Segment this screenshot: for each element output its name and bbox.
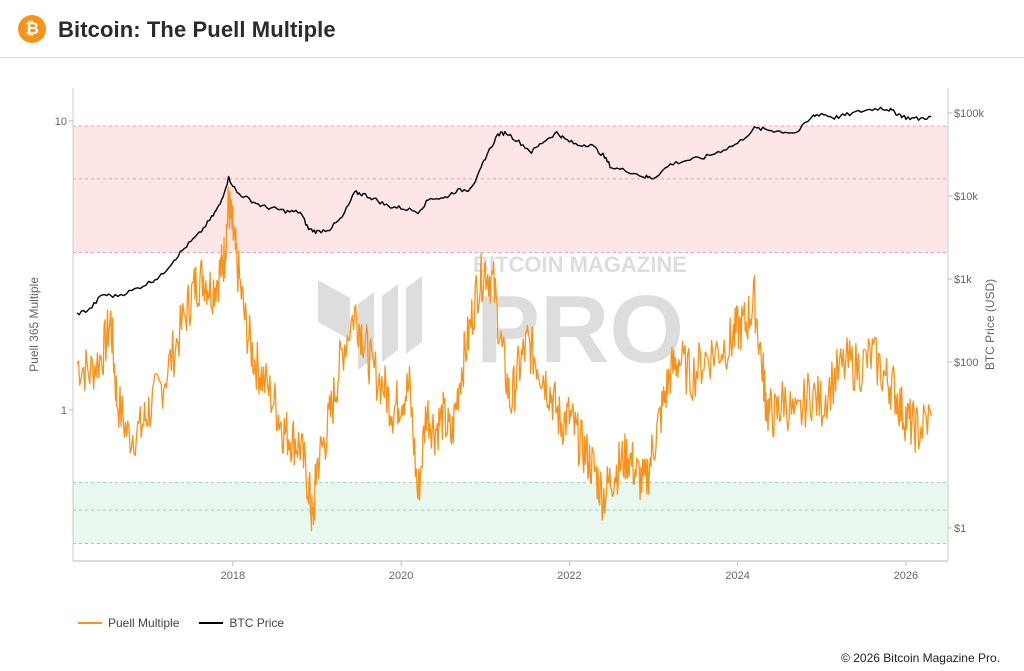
x-tick-label-2026: 2026	[894, 570, 918, 582]
left-axis-label: Puell 365 Multiple	[27, 277, 41, 372]
copyright: © 2026 Bitcoin Magazine Pro.	[841, 651, 1000, 665]
puell-multiple-line[interactable]	[76, 186, 932, 532]
right-tick-label-$100k: $100k	[954, 108, 984, 120]
watermark-line2: PRO	[476, 276, 684, 383]
x-tick-label-2020: 2020	[389, 570, 413, 582]
right-tick-label-$1k: $1k	[954, 274, 972, 286]
left-tick-label-1: 1	[61, 405, 67, 417]
x-tick-label-2022: 2022	[557, 570, 581, 582]
watermark-line1: BITCOIN MAGAZINE	[473, 252, 687, 277]
right-tick-label-$1: $1	[954, 523, 966, 535]
puell-multiple-chart[interactable]: BITCOIN MAGAZINE PRO 2018 2020 2022 2024 202…	[0, 58, 1024, 618]
legend: Puell Multiple BTC Price	[78, 616, 294, 630]
legend-swatch-puell	[78, 622, 102, 624]
left-tick-label-10: 10	[55, 116, 67, 128]
header: ₿ Bitcoin: The Puell Multiple	[0, 0, 1024, 58]
zone-band-low	[73, 482, 948, 544]
x-tick-label-2018: 2018	[221, 570, 245, 582]
legend-label-puell: Puell Multiple	[108, 616, 180, 630]
x-tick-label-2024: 2024	[725, 570, 749, 582]
chart-container: BITCOIN MAGAZINE PRO 2018 2020 2022 2024 202…	[0, 58, 1024, 618]
legend-item-btc[interactable]: BTC Price	[199, 616, 284, 630]
bitcoin-logo-icon: ₿	[18, 15, 46, 43]
right-tick-label-$10k: $10k	[954, 191, 978, 203]
btc-price-line[interactable]	[76, 106, 932, 316]
legend-label-btc: BTC Price	[229, 616, 285, 630]
page-title: Bitcoin: The Puell Multiple	[58, 17, 336, 42]
zone-band-high	[73, 126, 948, 253]
right-axis-label: BTC Price (USD)	[983, 279, 997, 370]
legend-swatch-btc	[199, 622, 224, 624]
legend-item-puell[interactable]: Puell Multiple	[78, 616, 179, 630]
right-tick-label-$100: $100	[954, 357, 978, 369]
